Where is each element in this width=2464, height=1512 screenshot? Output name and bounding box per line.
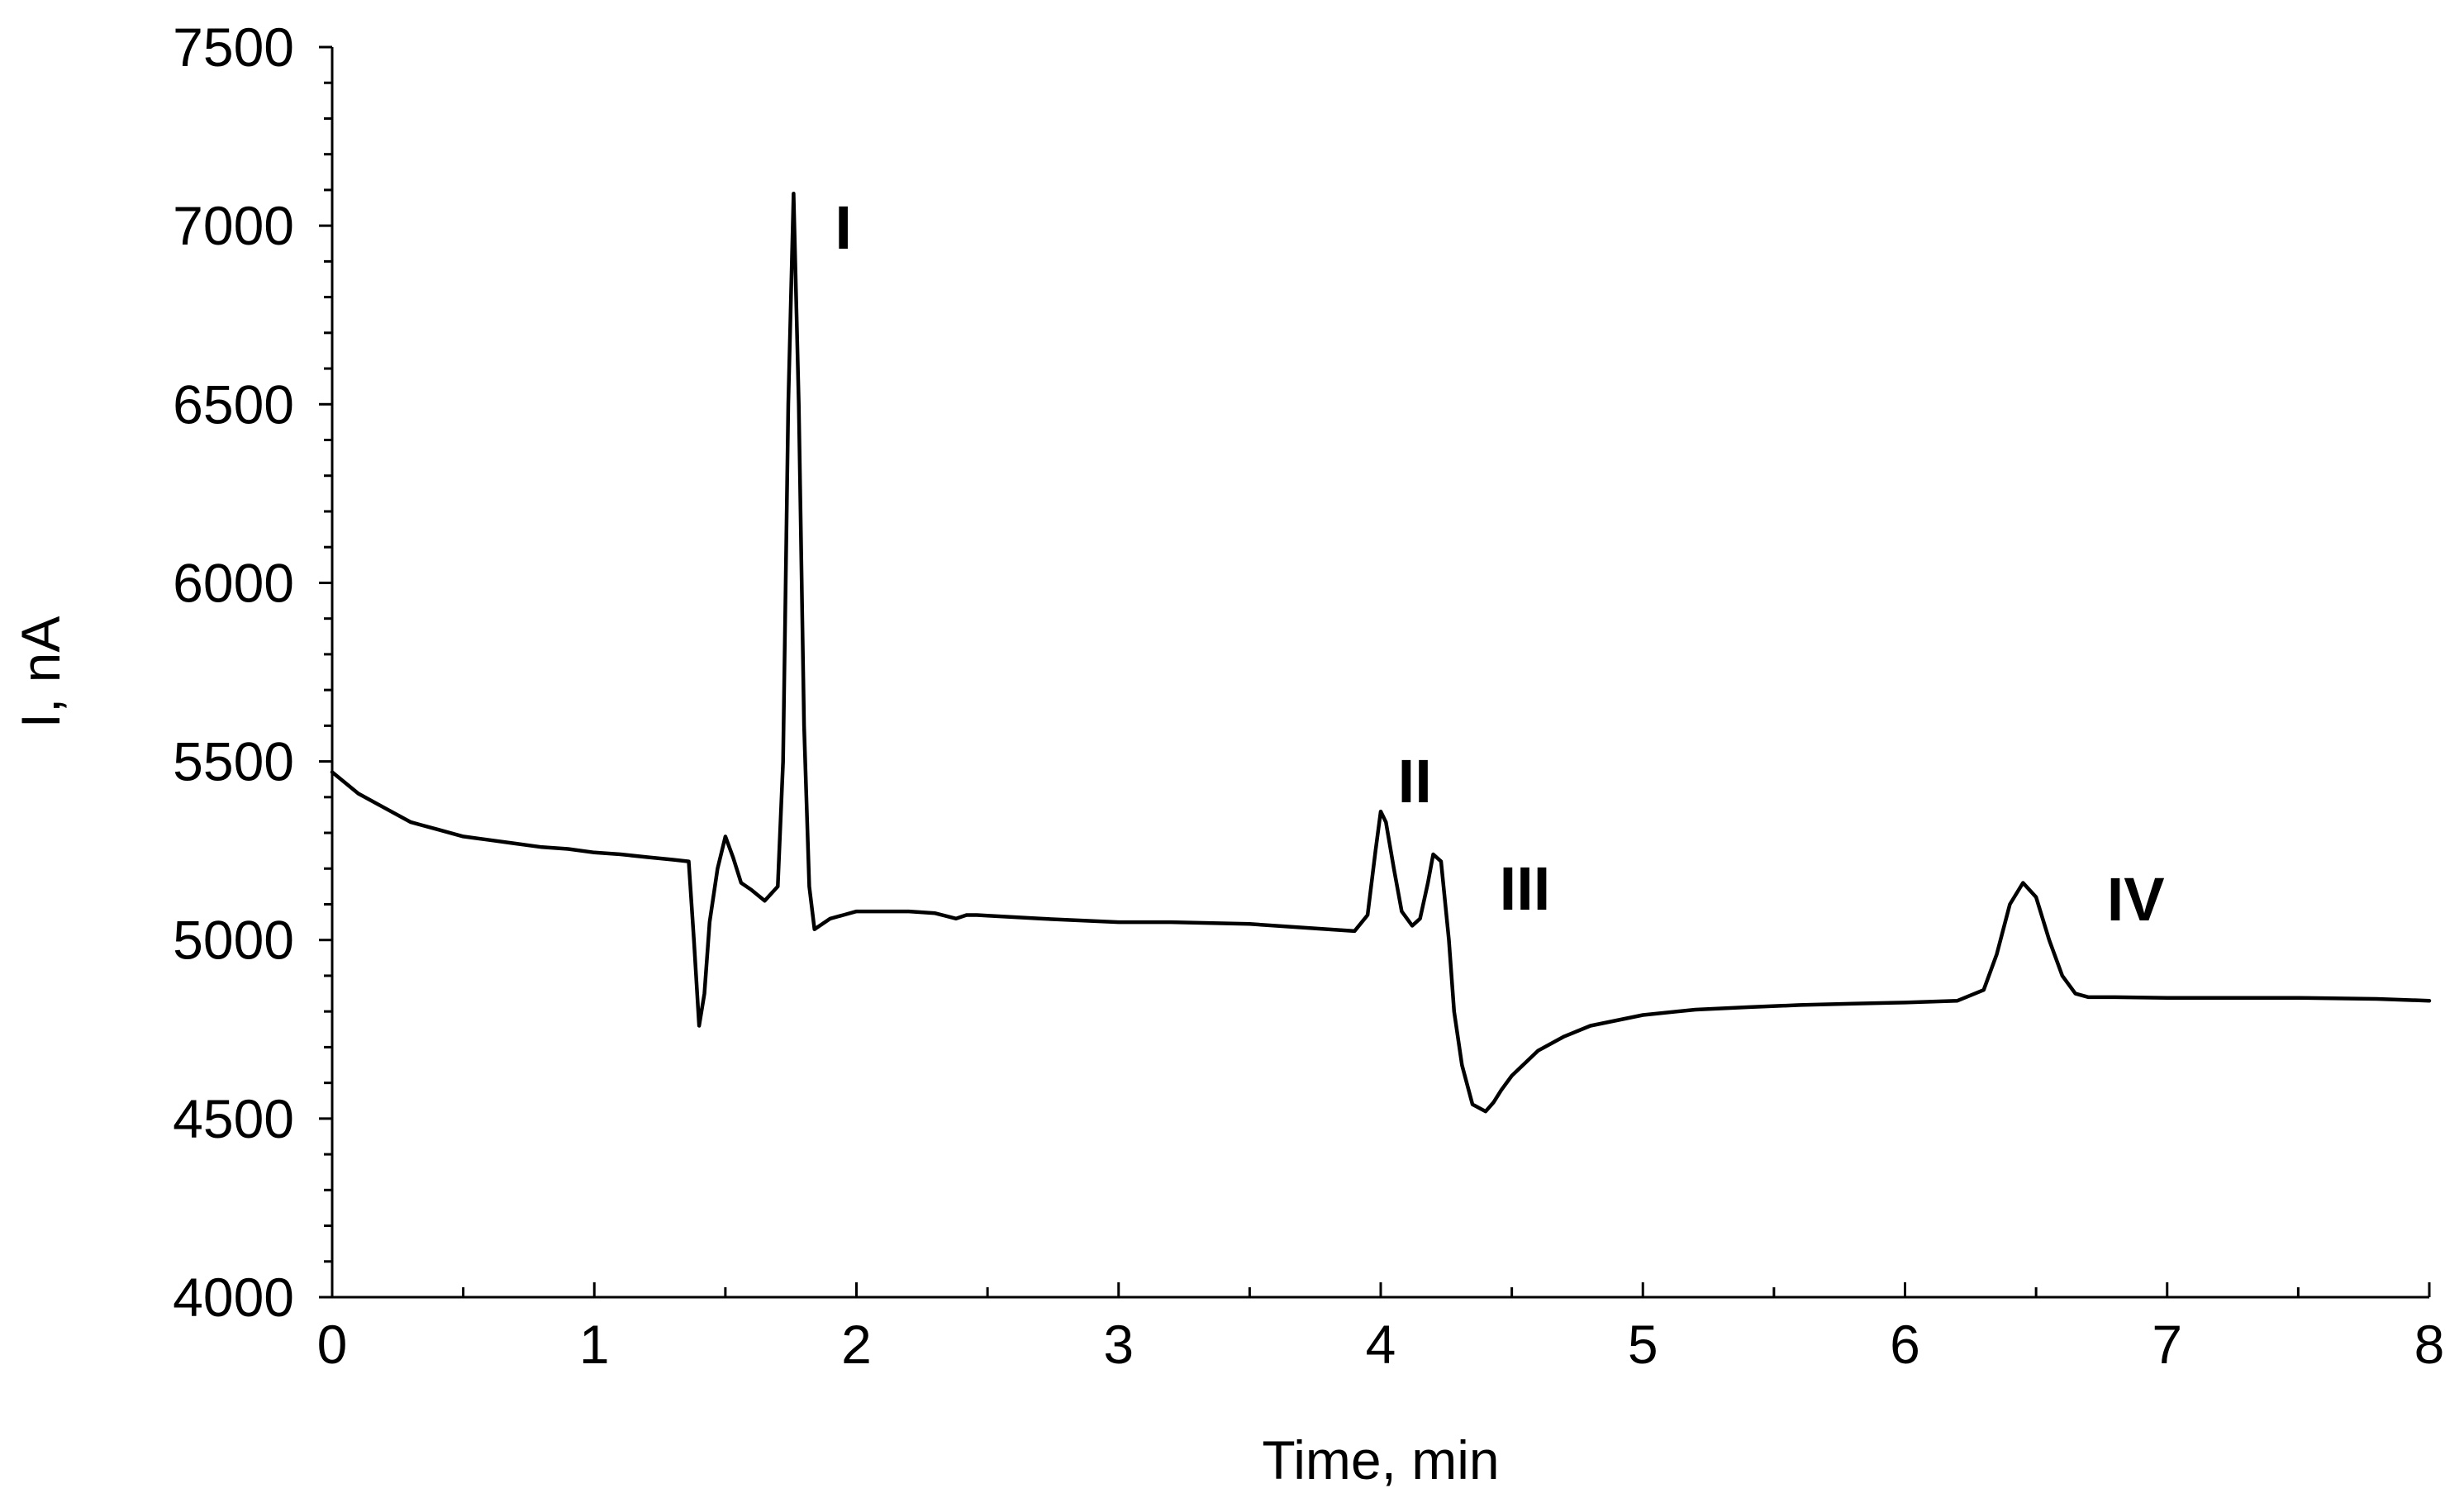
y-tick-label: 5000 — [173, 910, 294, 971]
x-axis-title: Time, min — [1262, 1429, 1499, 1491]
x-tick-label: 0 — [317, 1314, 348, 1375]
x-tick-label: 7 — [2152, 1314, 2182, 1375]
peak-label-ii: II — [1398, 747, 1432, 815]
x-tick-label: 3 — [1103, 1314, 1134, 1375]
y-tick-label: 6000 — [173, 552, 294, 613]
x-tick-label: 5 — [1628, 1314, 1658, 1375]
peak-label-i: I — [835, 193, 852, 262]
y-tick-label: 7500 — [173, 17, 294, 78]
y-axis-title: I, nA — [10, 616, 71, 729]
y-ticks — [319, 45, 332, 1299]
x-tick-label: 4 — [1366, 1314, 1396, 1375]
x-tick-label: 8 — [2414, 1314, 2445, 1375]
x-tick-label: 2 — [841, 1314, 872, 1375]
peak-label-iv: IV — [2107, 865, 2165, 934]
series-line — [330, 191, 2432, 1114]
axes — [331, 47, 2429, 1299]
x-ticks — [331, 1282, 2431, 1297]
y-tick-label: 5500 — [173, 731, 294, 792]
y-tick-label: 7000 — [173, 195, 294, 256]
x-tick-label: 1 — [579, 1314, 610, 1375]
y-tick-label: 6500 — [173, 373, 294, 435]
y-tick-labels: 4000 4500 5000 5500 6000 6500 7000 7500 — [173, 17, 294, 1328]
y-tick-label: 4500 — [173, 1088, 294, 1149]
y-tick-label: 4000 — [173, 1267, 294, 1328]
peak-label-iii: III — [1500, 854, 1551, 923]
x-tick-label: 6 — [1890, 1314, 1920, 1375]
x-tick-labels: 0 1 2 3 4 5 6 7 8 — [317, 1314, 2445, 1375]
